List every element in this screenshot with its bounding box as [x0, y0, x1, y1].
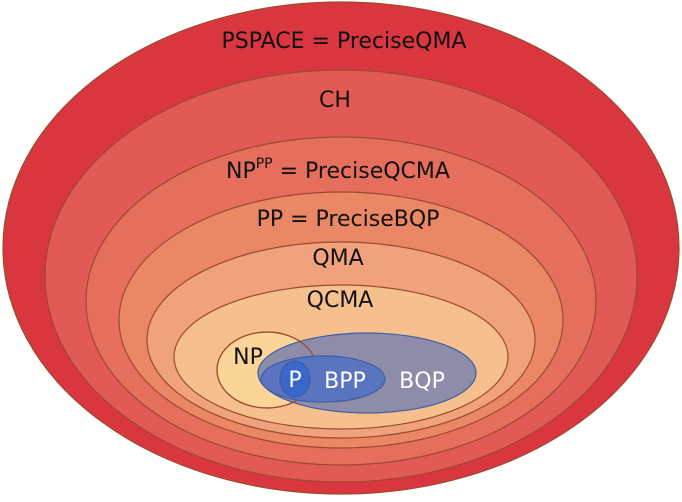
- p-label: P: [288, 368, 301, 393]
- nppp-label-sup: PP: [256, 156, 273, 172]
- np-outline-over-bqp: [216, 331, 318, 409]
- pp-label: PP = PreciseBQP: [257, 207, 440, 232]
- nppp-label-rest: = PreciseQCMA: [273, 159, 450, 184]
- nppp-label: NPPP = PreciseQCMA: [226, 156, 450, 184]
- ch-label: CH: [319, 88, 351, 113]
- qcma-label: QCMA: [307, 288, 374, 313]
- qma-label: QMA: [312, 246, 363, 271]
- p-region: [279, 360, 311, 398]
- nppp-label-base: NP: [226, 159, 256, 184]
- bqp-label: BQP: [399, 369, 445, 394]
- pspace-label: PSPACE = PreciseQMA: [222, 29, 467, 54]
- np-label: NP: [233, 345, 263, 370]
- bpp-label: BPP: [324, 369, 366, 394]
